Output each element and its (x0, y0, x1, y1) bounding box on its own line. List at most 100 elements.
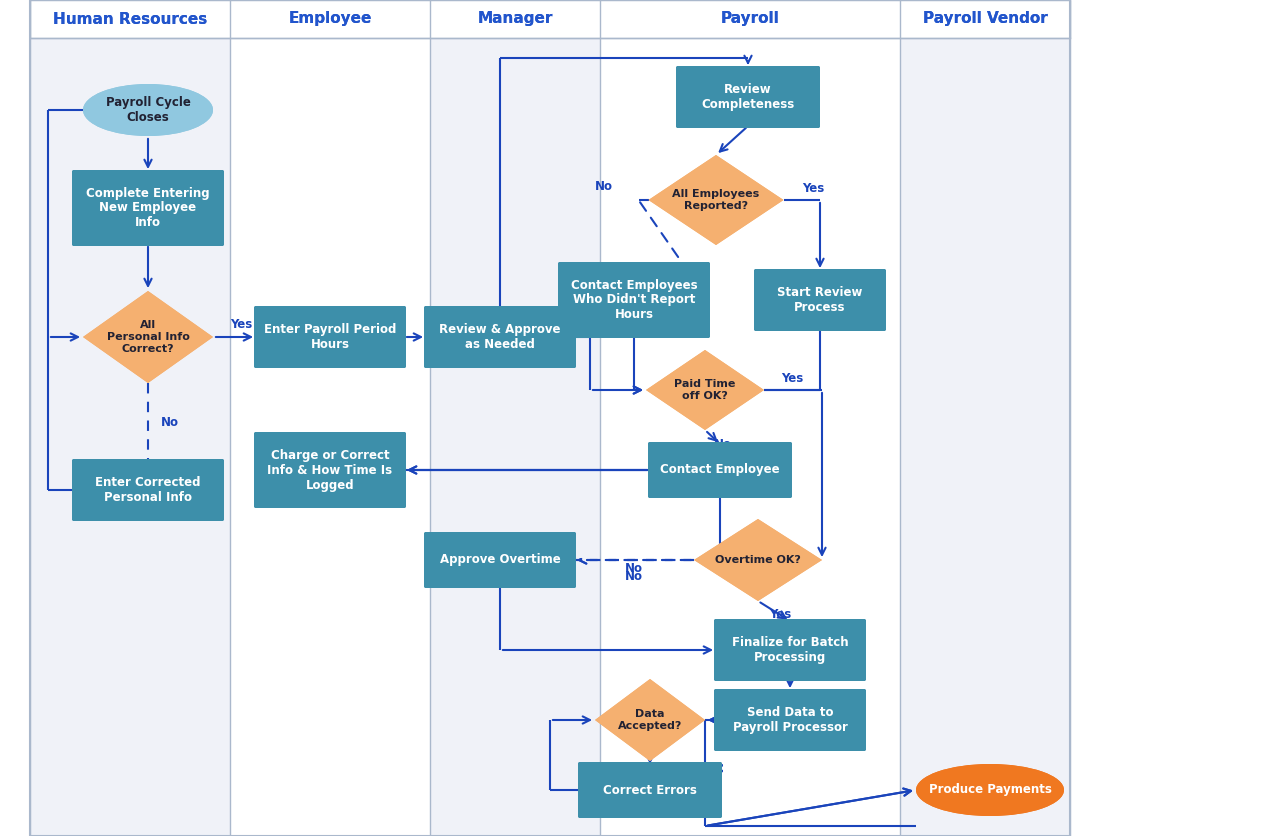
Text: Start Review
Process: Start Review Process (777, 286, 862, 314)
Bar (31, 0, 1070, 836)
Text: Overtime OK?: Overtime OK? (715, 555, 801, 565)
FancyBboxPatch shape (578, 762, 722, 818)
Text: Review & Approve
as Needed: Review & Approve as Needed (440, 323, 561, 351)
FancyBboxPatch shape (73, 459, 224, 521)
Text: Complete Entering
New Employee
Info: Complete Entering New Employee Info (87, 186, 210, 230)
Text: Contact Employees
Who Didn't Report
Hours: Contact Employees Who Didn't Report Hour… (571, 278, 697, 322)
Text: All Employees
Reported?: All Employees Reported? (673, 189, 759, 211)
Polygon shape (648, 155, 784, 245)
FancyBboxPatch shape (73, 170, 224, 246)
FancyBboxPatch shape (713, 619, 866, 681)
Text: Enter Corrected
Personal Info: Enter Corrected Personal Info (96, 476, 201, 504)
Ellipse shape (83, 84, 213, 136)
Text: Charge or Correct
Info & How Time Is
Logged: Charge or Correct Info & How Time Is Log… (268, 448, 392, 492)
FancyBboxPatch shape (424, 306, 576, 368)
FancyBboxPatch shape (754, 269, 885, 331)
Text: No: No (626, 562, 643, 574)
Text: Approve Overtime: Approve Overtime (440, 553, 561, 567)
FancyBboxPatch shape (754, 269, 885, 331)
Text: Review & Approve
as Needed: Review & Approve as Needed (440, 323, 561, 351)
Text: Approve Overtime: Approve Overtime (440, 553, 561, 567)
Text: Correct Errors: Correct Errors (603, 783, 697, 797)
Text: Manager: Manager (478, 12, 553, 27)
Text: Finalize for Batch
Processing: Finalize for Batch Processing (731, 636, 848, 664)
Bar (31, 0, 1070, 38)
FancyBboxPatch shape (558, 262, 710, 338)
Polygon shape (83, 291, 213, 383)
FancyBboxPatch shape (73, 459, 224, 521)
Bar (899, 0, 1070, 836)
Text: Payroll: Payroll (721, 12, 780, 27)
Text: Payroll: Payroll (721, 12, 780, 27)
Text: Employee: Employee (288, 12, 372, 27)
Text: Payroll Vendor: Payroll Vendor (922, 12, 1047, 27)
Text: Send Data to
Payroll Processor: Send Data to Payroll Processor (733, 706, 847, 734)
FancyBboxPatch shape (676, 66, 820, 128)
Text: Contact Employee: Contact Employee (660, 463, 780, 477)
Text: Produce Payments: Produce Payments (929, 783, 1051, 797)
FancyBboxPatch shape (254, 432, 406, 508)
Text: Charge or Correct
Info & How Time Is
Logged: Charge or Correct Info & How Time Is Log… (268, 448, 392, 492)
Ellipse shape (916, 764, 1064, 816)
Polygon shape (646, 350, 764, 430)
Text: Contact Employees
Who Didn't Report
Hours: Contact Employees Who Didn't Report Hour… (571, 278, 697, 322)
Text: Contact Employee: Contact Employee (660, 463, 780, 477)
Polygon shape (646, 350, 764, 430)
Bar (31, 0, 231, 836)
FancyBboxPatch shape (254, 306, 406, 368)
Text: Payroll Cycle
Closes: Payroll Cycle Closes (106, 96, 190, 124)
Text: No: No (713, 437, 733, 451)
Ellipse shape (916, 764, 1064, 816)
Bar (231, 0, 431, 836)
FancyBboxPatch shape (424, 306, 576, 368)
Text: Enter Payroll Period
Hours: Enter Payroll Period Hours (264, 323, 396, 351)
Text: Paid Time
off OK?: Paid Time off OK? (674, 380, 735, 400)
Text: Payroll Vendor: Payroll Vendor (922, 12, 1047, 27)
FancyBboxPatch shape (558, 262, 710, 338)
Text: Correct Errors: Correct Errors (603, 783, 697, 797)
FancyBboxPatch shape (713, 619, 866, 681)
FancyBboxPatch shape (713, 689, 866, 751)
FancyBboxPatch shape (424, 532, 576, 588)
Ellipse shape (83, 84, 213, 136)
Text: Data
Accepted?: Data Accepted? (618, 709, 682, 731)
Text: Human Resources: Human Resources (54, 12, 208, 27)
Bar (431, 0, 600, 836)
Text: No: No (161, 415, 180, 429)
Text: Produce Payments: Produce Payments (929, 783, 1051, 797)
Text: Start Review
Process: Start Review Process (777, 286, 862, 314)
FancyBboxPatch shape (424, 532, 576, 588)
FancyBboxPatch shape (578, 762, 722, 818)
Text: All
Personal Info
Correct?: All Personal Info Correct? (107, 320, 190, 354)
FancyBboxPatch shape (676, 66, 820, 128)
Text: Paid Time
off OK?: Paid Time off OK? (674, 380, 735, 400)
FancyBboxPatch shape (648, 442, 792, 498)
Polygon shape (83, 291, 213, 383)
FancyBboxPatch shape (648, 442, 792, 498)
Text: No: No (626, 569, 643, 583)
Bar (600, 0, 899, 836)
Text: Payroll Cycle
Closes: Payroll Cycle Closes (106, 96, 190, 124)
Text: All Employees
Reported?: All Employees Reported? (673, 189, 759, 211)
Text: Complete Entering
New Employee
Info: Complete Entering New Employee Info (87, 186, 210, 230)
Polygon shape (694, 519, 822, 601)
FancyBboxPatch shape (73, 170, 224, 246)
Text: Overtime OK?: Overtime OK? (715, 555, 801, 565)
FancyBboxPatch shape (713, 689, 866, 751)
Text: No: No (659, 768, 676, 782)
FancyBboxPatch shape (254, 432, 406, 508)
Text: Send Data to
Payroll Processor: Send Data to Payroll Processor (733, 706, 847, 734)
Text: Review
Completeness: Review Completeness (702, 83, 795, 111)
Text: All
Personal Info
Correct?: All Personal Info Correct? (107, 320, 190, 354)
Text: Finalize for Batch
Processing: Finalize for Batch Processing (731, 636, 848, 664)
Polygon shape (595, 679, 705, 761)
Text: Yes: Yes (229, 319, 252, 332)
FancyBboxPatch shape (254, 306, 406, 368)
Text: Enter Corrected
Personal Info: Enter Corrected Personal Info (96, 476, 201, 504)
Text: Data
Accepted?: Data Accepted? (618, 709, 682, 731)
Text: Yes: Yes (781, 371, 803, 385)
Text: Human Resources: Human Resources (54, 12, 208, 27)
Polygon shape (648, 155, 784, 245)
Text: Enter Payroll Period
Hours: Enter Payroll Period Hours (264, 323, 396, 351)
Text: No: No (595, 180, 613, 192)
